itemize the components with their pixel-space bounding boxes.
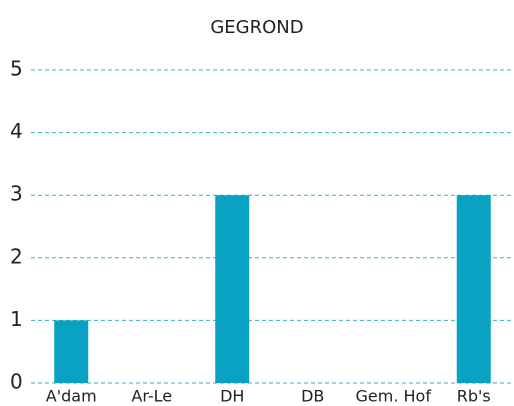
bar — [54, 320, 89, 383]
bar — [456, 195, 491, 383]
y-tick-label: 2 — [10, 244, 23, 268]
x-tick-label: A'dam — [46, 387, 97, 406]
x-tick-label: Ar-Le — [131, 387, 172, 406]
y-tick-label: 1 — [10, 307, 23, 331]
y-tick-label: 4 — [10, 119, 23, 143]
x-tick-label: Gem. Hof — [356, 387, 432, 406]
y-tick-label: 5 — [10, 57, 23, 81]
y-tick-label: 3 — [10, 182, 23, 206]
x-tick-label: Rb's — [457, 387, 491, 406]
chart-title: GEGROND — [210, 17, 303, 38]
y-tick-label: 0 — [10, 370, 23, 394]
x-tick-label: DB — [301, 387, 324, 406]
bar — [215, 195, 250, 383]
x-tick-label: DH — [220, 387, 244, 406]
